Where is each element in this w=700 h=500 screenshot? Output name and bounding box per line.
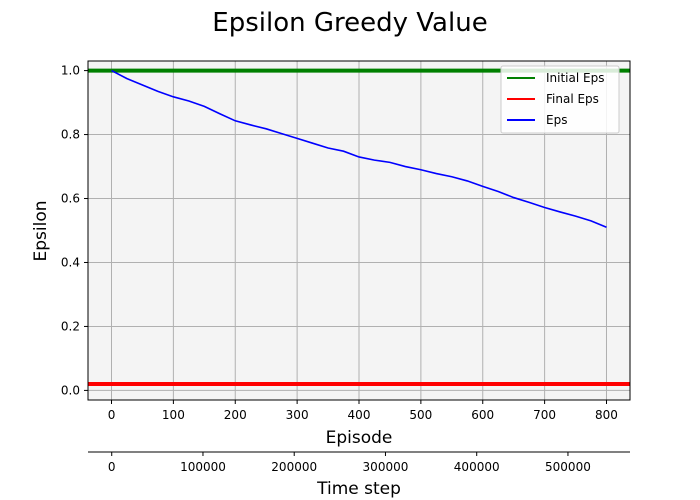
y-tick-label: 0.8 — [61, 128, 80, 142]
x-axis-ticks: 0 100 200 300 400 500 600 700 800 — [108, 400, 618, 422]
y-axis-label: Epsilon — [31, 200, 51, 261]
secondary-x-tick-label: 400000 — [454, 460, 500, 474]
x-tick-label: 700 — [533, 408, 556, 422]
x-tick-label: 200 — [224, 408, 247, 422]
x-axis-label: Episode — [326, 428, 393, 448]
secondary-x-tick-label: 300000 — [363, 460, 409, 474]
secondary-x-tick-label: 100000 — [180, 460, 226, 474]
x-tick-label: 600 — [471, 408, 494, 422]
y-tick-label: 0.6 — [61, 192, 80, 206]
secondary-x-tick-label: 500000 — [545, 460, 591, 474]
eps-line — [111, 69, 607, 229]
legend-label-eps: Eps — [546, 113, 567, 127]
y-tick-label: 1.0 — [61, 64, 80, 78]
legend: Initial Eps Final Eps Eps — [500, 65, 620, 134]
secondary-x-axis-label: Time step — [316, 479, 401, 499]
secondary-x-tick-label: 200000 — [271, 460, 317, 474]
legend-box — [500, 65, 620, 134]
x-tick-label: 500 — [409, 408, 432, 422]
y-axis-ticks: 0.0 0.2 0.4 0.6 0.8 1.0 — [61, 64, 88, 397]
legend-label-final-eps: Final Eps — [546, 92, 599, 106]
y-tick-label: 0.4 — [61, 255, 80, 269]
x-tick-label: 400 — [348, 408, 371, 422]
secondary-x-axis-ticks: 0 100000 200000 300000 400000 500000 — [108, 452, 591, 474]
chart-title: Epsilon Greedy Value — [212, 8, 487, 38]
x-tick-label: 100 — [162, 408, 185, 422]
x-tick-label: 800 — [595, 408, 618, 422]
x-tick-label: 0 — [108, 408, 116, 422]
legend-label-initial-eps: Initial Eps — [546, 71, 604, 85]
secondary-x-tick-label: 0 — [108, 460, 116, 474]
x-tick-label: 300 — [286, 408, 309, 422]
y-tick-label: 0.0 — [61, 383, 80, 397]
y-tick-label: 0.2 — [61, 319, 80, 333]
